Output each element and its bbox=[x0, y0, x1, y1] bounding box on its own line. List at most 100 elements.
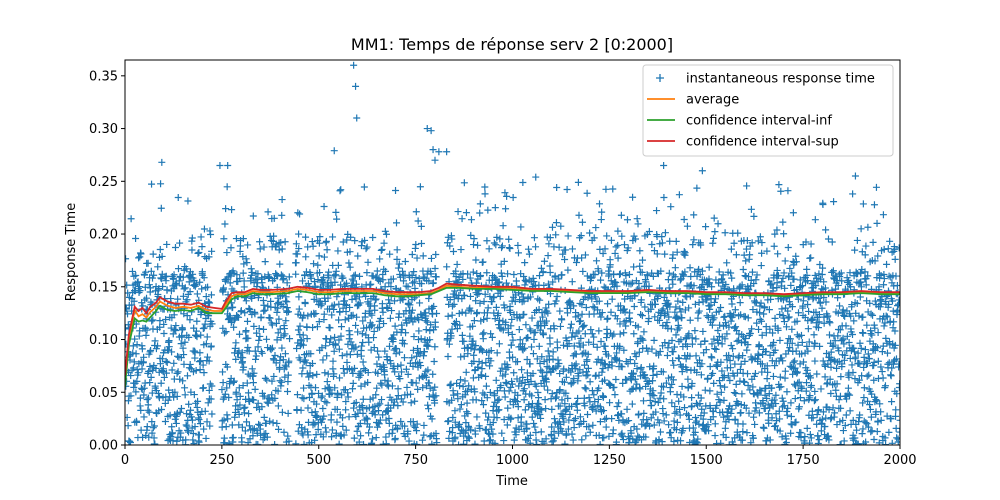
scatter-point bbox=[394, 392, 402, 400]
scatter-point bbox=[508, 315, 516, 323]
scatter-point bbox=[199, 325, 207, 333]
scatter-point bbox=[460, 179, 468, 187]
scatter-point bbox=[330, 301, 338, 309]
scatter-point bbox=[278, 378, 286, 386]
scatter-point bbox=[196, 366, 204, 374]
scatter-point bbox=[484, 206, 492, 214]
scatter-point bbox=[315, 389, 323, 397]
scatter-point bbox=[356, 272, 364, 280]
scatter-point bbox=[239, 354, 247, 362]
scatter-point bbox=[221, 220, 229, 228]
scatter-point bbox=[274, 387, 282, 395]
scatter-point bbox=[510, 270, 518, 278]
scatter-point bbox=[318, 344, 326, 352]
scatter-point bbox=[143, 423, 151, 431]
scatter-point bbox=[470, 351, 478, 359]
scatter-point bbox=[242, 255, 250, 263]
scatter-point bbox=[334, 261, 342, 269]
scatter-point bbox=[283, 304, 291, 312]
scatter-point bbox=[415, 327, 423, 335]
scatter-point bbox=[193, 333, 201, 341]
scatter-point bbox=[249, 432, 257, 440]
scatter-point bbox=[232, 388, 240, 396]
scatter-point bbox=[274, 329, 282, 337]
scatter-point bbox=[344, 393, 352, 401]
scatter-point bbox=[128, 301, 136, 309]
plot-area bbox=[124, 59, 901, 446]
scatter-point bbox=[296, 342, 304, 350]
scatter-point bbox=[444, 312, 452, 320]
scatter-point bbox=[493, 233, 501, 241]
scatter-point bbox=[456, 405, 464, 413]
scatter-point bbox=[335, 336, 343, 344]
scatter-point bbox=[501, 370, 509, 378]
scatter-point bbox=[478, 372, 486, 380]
scatter-point bbox=[296, 210, 304, 218]
scatter-point bbox=[265, 273, 273, 281]
scatter-point bbox=[233, 396, 241, 404]
scatter-point bbox=[469, 374, 477, 382]
scatter-point bbox=[385, 419, 393, 427]
scatter-point bbox=[323, 246, 331, 254]
scatter-point bbox=[455, 273, 463, 281]
scatter-point bbox=[295, 305, 303, 313]
scatter-point bbox=[162, 357, 170, 365]
scatter-point bbox=[248, 268, 256, 276]
scatter-point bbox=[143, 326, 151, 334]
chart-title: MM1: Temps de réponse serv 2 [0:2000] bbox=[351, 35, 673, 54]
scatter-point bbox=[174, 265, 182, 273]
scatter-point bbox=[424, 342, 432, 350]
scatter-point bbox=[320, 202, 328, 210]
scatter-point bbox=[408, 354, 416, 362]
scatter-point bbox=[273, 308, 281, 316]
scatter-point bbox=[281, 330, 289, 338]
scatter-point bbox=[157, 274, 165, 282]
scatter-point bbox=[427, 270, 435, 278]
scatter-point bbox=[482, 372, 490, 380]
scatter-point bbox=[171, 388, 179, 396]
scatter-point bbox=[464, 410, 472, 418]
scatter-point bbox=[173, 437, 181, 445]
scatter-point bbox=[450, 391, 458, 399]
scatter-point bbox=[186, 316, 194, 324]
scatter-point bbox=[239, 269, 247, 277]
scatter-point bbox=[501, 304, 509, 312]
scatter-point bbox=[487, 330, 495, 338]
scatter-point bbox=[234, 406, 242, 414]
scatter-point bbox=[195, 416, 203, 424]
scatter-point bbox=[350, 364, 358, 372]
scatter-point bbox=[460, 432, 468, 440]
scatter-point bbox=[346, 331, 354, 339]
scatter-point bbox=[250, 396, 258, 404]
scatter-point bbox=[493, 349, 501, 357]
scatter-point bbox=[393, 255, 401, 263]
scatter-point bbox=[148, 389, 156, 397]
scatter-point bbox=[148, 317, 156, 325]
scatter-point bbox=[136, 394, 144, 402]
scatter-point bbox=[451, 433, 459, 441]
scatter-point bbox=[252, 352, 260, 360]
scatter-point bbox=[137, 406, 145, 414]
scatter-point bbox=[500, 437, 508, 445]
scatter-point bbox=[491, 440, 499, 445]
legend-label: confidence interval-inf bbox=[686, 114, 832, 129]
y-tick-label: 0.35 bbox=[89, 69, 118, 84]
scatter-point bbox=[305, 373, 313, 381]
scatter-point bbox=[242, 297, 250, 305]
scatter-point bbox=[292, 240, 300, 248]
scatter-point bbox=[136, 287, 144, 295]
scatter-point bbox=[311, 436, 319, 444]
scatter-point bbox=[413, 254, 421, 262]
scatter-point bbox=[295, 230, 303, 238]
scatter-point bbox=[451, 407, 459, 415]
scatter-point bbox=[402, 329, 410, 337]
scatter-point bbox=[278, 344, 286, 352]
scatter-point bbox=[489, 419, 497, 427]
scatter-point bbox=[178, 333, 186, 341]
scatter-point bbox=[279, 276, 287, 284]
scatter-point bbox=[243, 379, 251, 387]
scatter-point bbox=[363, 269, 371, 277]
scatter-point bbox=[432, 250, 440, 258]
scatter-point bbox=[457, 376, 465, 384]
